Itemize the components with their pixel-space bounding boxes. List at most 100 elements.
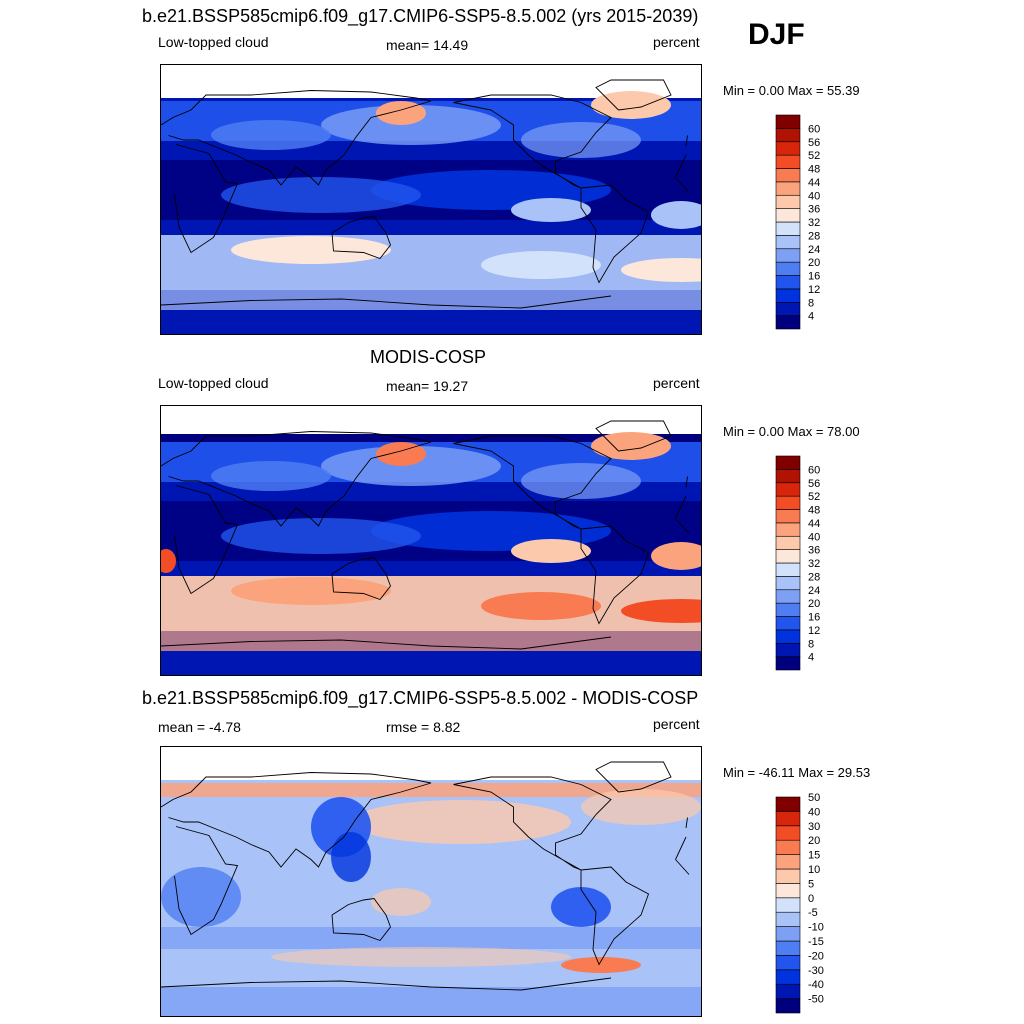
colorbar-box-14 bbox=[775, 469, 801, 484]
coastline-1 bbox=[161, 772, 688, 868]
field-patch bbox=[651, 201, 701, 229]
panel1-field bbox=[161, 65, 701, 334]
colorbar-tick-label: 52 bbox=[808, 150, 820, 162]
coastline-1 bbox=[161, 431, 688, 527]
field-patch bbox=[231, 236, 391, 264]
field-band bbox=[161, 406, 701, 439]
colorbar-box-10 bbox=[775, 522, 801, 537]
colorbar-box-9 bbox=[775, 868, 801, 884]
colorbar-tick-label: 20 bbox=[808, 598, 820, 610]
field-band bbox=[161, 434, 701, 442]
panel1-variable-label: Low-topped cloud bbox=[158, 34, 269, 50]
field-band bbox=[161, 290, 701, 310]
panel1-colorbar: 4 8 12 16 20 24 28 32 36 40 44 48 52 56 60 bbox=[775, 114, 820, 330]
field-patch bbox=[321, 446, 501, 486]
panel1-min-max: Min = 0.00 Max = 55.39 bbox=[723, 83, 860, 98]
colorbar-box-9 bbox=[775, 535, 801, 550]
panel3-title: b.e21.BSSP585cmip6.f09_g17.CMIP6-SSP5-8.… bbox=[142, 688, 699, 708]
coastline-3 bbox=[453, 94, 612, 189]
colorbar-box-7 bbox=[775, 562, 801, 577]
field-patch bbox=[481, 251, 601, 279]
coastline-0 bbox=[174, 144, 690, 254]
panel3-field bbox=[161, 747, 701, 1016]
panel2-map bbox=[160, 405, 702, 676]
colorbar-tick-label: -15 bbox=[808, 936, 824, 948]
colorbar-box-15 bbox=[775, 114, 801, 129]
panel2-colorbar: 4 8 12 16 20 24 28 32 36 40 44 48 52 56 60 bbox=[775, 455, 820, 671]
colorbar-box-2 bbox=[775, 629, 801, 644]
coastline-1 bbox=[161, 90, 688, 186]
colorbar-tick-label: 12 bbox=[808, 625, 820, 637]
field-patch bbox=[591, 432, 671, 460]
panel2-variable-label: Low-topped cloud bbox=[158, 375, 269, 391]
field-patch bbox=[651, 542, 701, 570]
field-band bbox=[161, 631, 701, 651]
colorbar-box-0 bbox=[775, 315, 801, 330]
colorbar-tick-label: -20 bbox=[808, 950, 824, 962]
coastline-2 bbox=[331, 898, 392, 942]
colorbar-box-8 bbox=[775, 549, 801, 564]
colorbar-tick-label: 40 bbox=[808, 806, 820, 818]
colorbar-box-11 bbox=[775, 509, 801, 524]
colorbar-tick-label: 16 bbox=[808, 271, 820, 283]
colorbar-box-15 bbox=[775, 455, 801, 470]
colorbar-box-12 bbox=[775, 825, 801, 841]
panel2-units-label: percent bbox=[653, 375, 700, 391]
field-patch bbox=[351, 800, 571, 844]
panel1-coastlines bbox=[161, 79, 690, 309]
field-patch bbox=[371, 888, 431, 916]
colorbar-box-7 bbox=[775, 221, 801, 236]
colorbar-box-7 bbox=[775, 897, 801, 913]
colorbar-box-11 bbox=[775, 839, 801, 855]
colorbar-tick-label: 40 bbox=[808, 190, 820, 202]
colorbar-box-6 bbox=[775, 911, 801, 927]
coastline-4 bbox=[580, 184, 650, 284]
field-patch bbox=[521, 122, 641, 158]
colorbar-tick-label: 48 bbox=[808, 505, 820, 517]
coastline-5 bbox=[595, 79, 672, 111]
field-patch bbox=[581, 789, 701, 825]
colorbar-box-6 bbox=[775, 235, 801, 250]
coastline-0 bbox=[174, 485, 690, 595]
colorbar-tick-label: 52 bbox=[808, 491, 820, 503]
panel1-units-label: percent bbox=[653, 34, 700, 50]
colorbar-tick-label: 50 bbox=[808, 792, 820, 804]
colorbar-tick-label: 32 bbox=[808, 217, 820, 229]
field-patch bbox=[221, 518, 421, 554]
field-band bbox=[161, 783, 701, 797]
colorbar-tick-label: 60 bbox=[808, 464, 820, 476]
colorbar-tick-label: 0 bbox=[808, 893, 814, 905]
colorbar-tick-label: 32 bbox=[808, 558, 820, 570]
field-patch bbox=[271, 947, 571, 967]
colorbar-box-2 bbox=[775, 969, 801, 985]
field-patch bbox=[561, 957, 641, 973]
field-patch bbox=[161, 549, 176, 573]
panel2-mean-label: mean= 19.27 bbox=[386, 378, 469, 394]
field-patch bbox=[376, 442, 426, 466]
colorbar-tick-label: 60 bbox=[808, 123, 820, 135]
colorbar-box-5 bbox=[775, 589, 801, 604]
panel2-title: MODIS-COSP bbox=[370, 347, 487, 367]
colorbar-box-3 bbox=[775, 616, 801, 631]
colorbar-box-13 bbox=[775, 141, 801, 156]
coastline-4 bbox=[580, 866, 650, 966]
field-band bbox=[161, 651, 701, 675]
colorbar-box-4 bbox=[775, 602, 801, 617]
colorbar-box-12 bbox=[775, 154, 801, 169]
coastline-3 bbox=[453, 776, 612, 871]
coastline-2 bbox=[331, 557, 392, 601]
colorbar-box-13 bbox=[775, 811, 801, 827]
coastline-6 bbox=[161, 977, 612, 991]
coastline-0 bbox=[174, 826, 690, 936]
colorbar-box-11 bbox=[775, 168, 801, 183]
colorbar-box-14 bbox=[775, 796, 801, 812]
colorbar-box-4 bbox=[775, 261, 801, 276]
panel3-mean-label: mean = -4.78 bbox=[158, 719, 241, 735]
colorbar-tick-label: 8 bbox=[808, 297, 814, 309]
colorbar-tick-label: -10 bbox=[808, 922, 824, 934]
colorbar-tick-label: -5 bbox=[808, 907, 818, 919]
field-patch bbox=[321, 105, 501, 145]
colorbar-tick-label: 48 bbox=[808, 164, 820, 176]
coastline-4 bbox=[580, 525, 650, 625]
coastline-3 bbox=[453, 435, 612, 530]
